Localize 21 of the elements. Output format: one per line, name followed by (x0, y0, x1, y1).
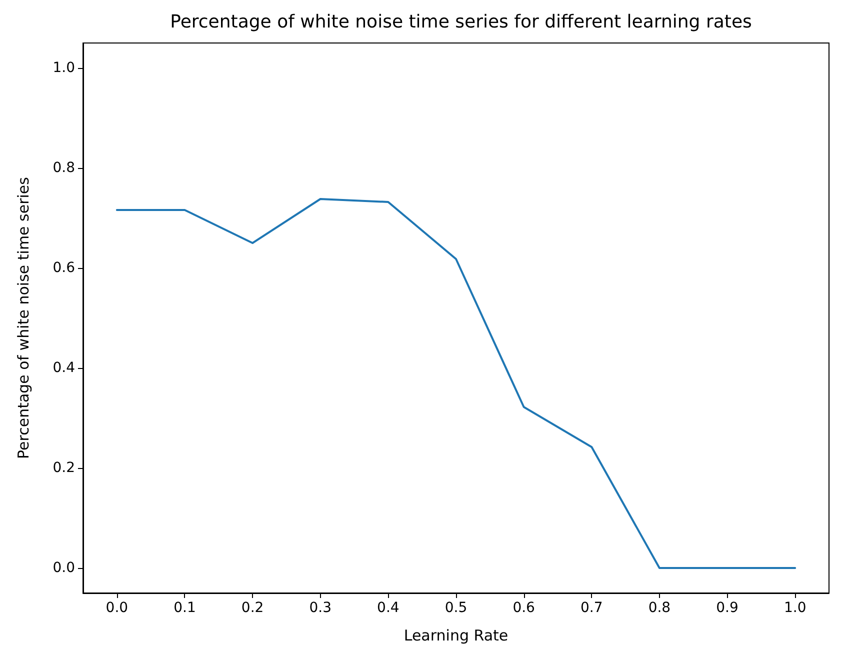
chart-title: Percentage of white noise time series for different learning rates (170, 12, 752, 32)
x-tick-label: 0.9 (716, 600, 738, 616)
x-tick-label: 0.4 (377, 600, 400, 616)
x-axis-title: Learning Rate (404, 626, 508, 644)
x-tick-label: 0.6 (512, 600, 536, 616)
x-tick-label: 0.0 (106, 600, 128, 616)
y-tick-label: 0.2 (52, 460, 75, 476)
x-tick-label: 0.2 (241, 600, 264, 616)
y-axis-title: Percentage of white noise time series (14, 176, 32, 459)
x-tick-label: 0.1 (174, 600, 196, 616)
y-tick-label: 0.6 (52, 260, 76, 276)
x-tick-label: 0.7 (580, 600, 603, 616)
x-tick-label: 0.8 (648, 600, 671, 616)
y-tick-label: 1.0 (52, 60, 75, 76)
x-tick-label: 0.3 (309, 600, 332, 616)
y-tick-label: 0.4 (52, 360, 76, 376)
line-series (116, 198, 796, 569)
x-tick-label: 0.5 (444, 600, 468, 616)
y-tick-label: 0.8 (52, 160, 75, 176)
x-tick-label: 1.0 (784, 600, 806, 616)
y-tick-label: 0.0 (52, 560, 75, 576)
